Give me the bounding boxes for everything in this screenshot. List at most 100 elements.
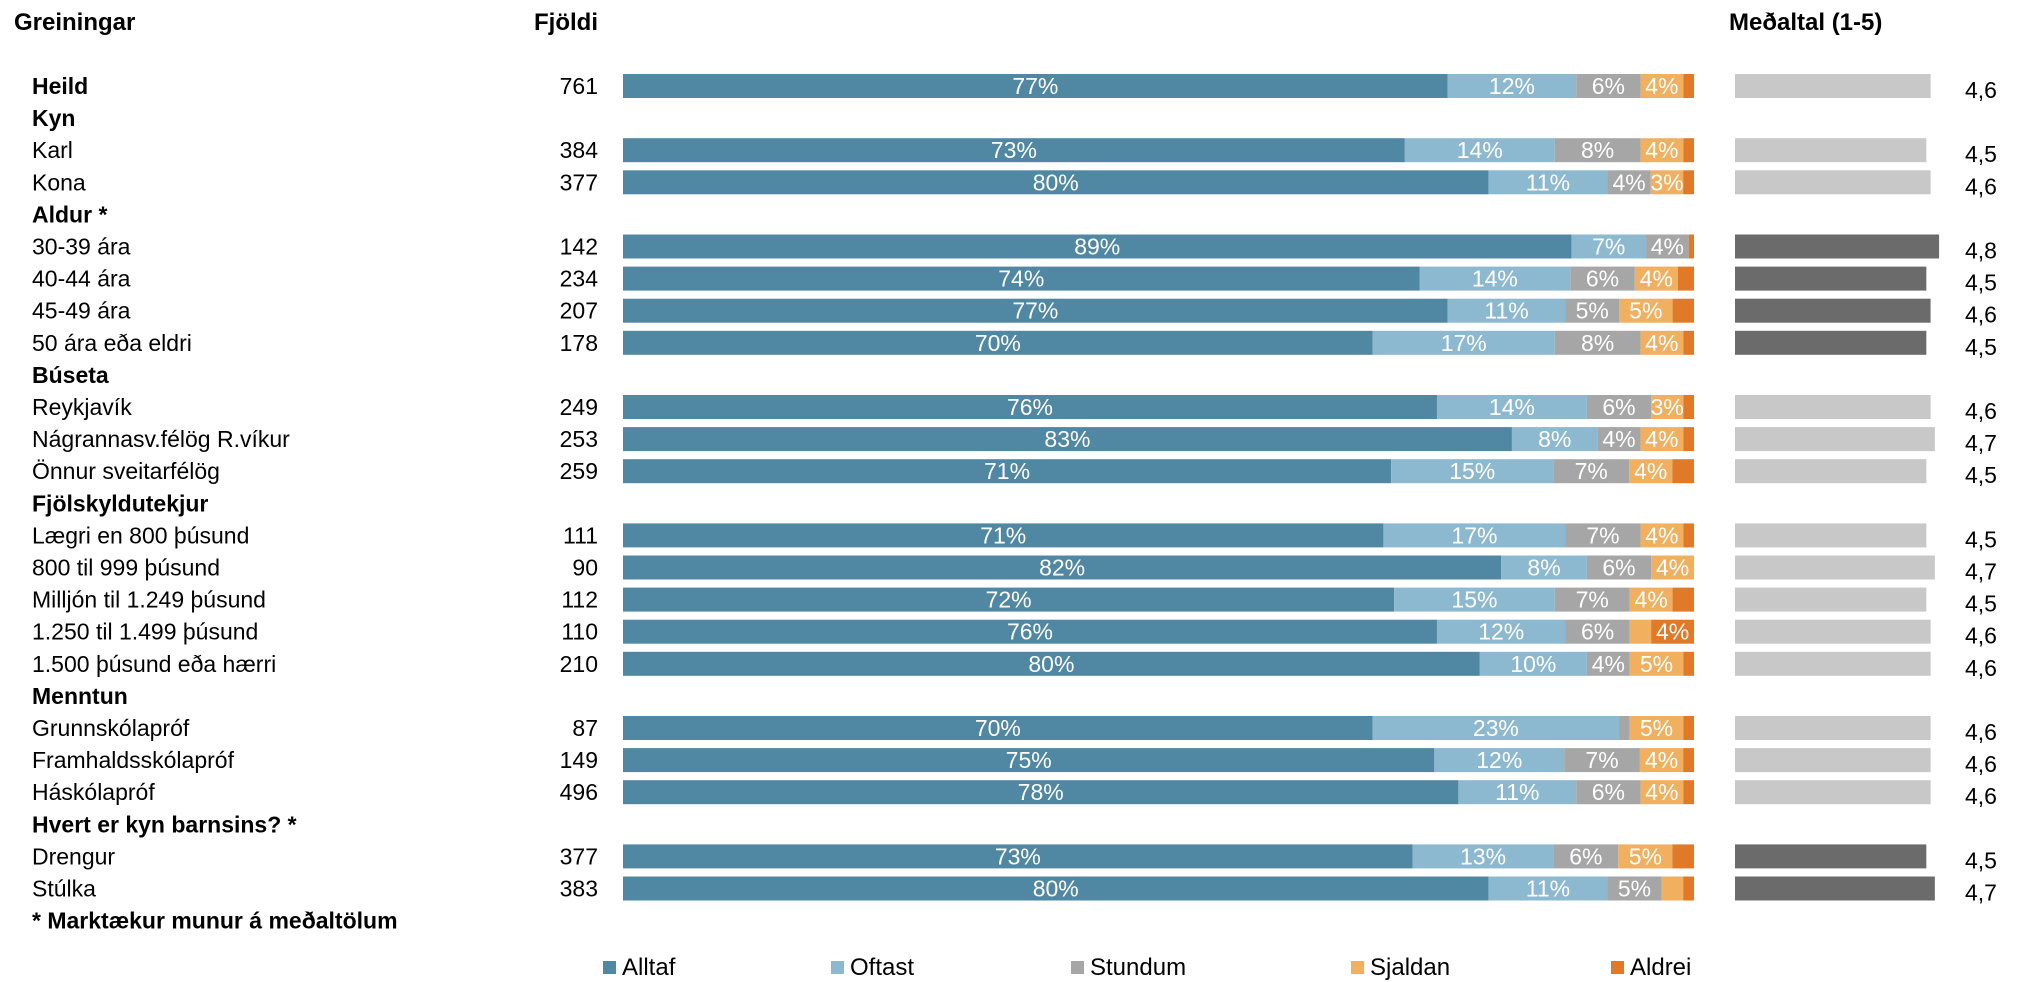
bar-segment-stundum — [1586, 651, 1630, 676]
data-label: 71% — [980, 522, 1026, 548]
bar-segment-oftast — [1479, 651, 1587, 676]
bar-segment-aldrei — [1683, 780, 1694, 805]
bar-segment-aldrei — [1683, 876, 1694, 901]
legend-swatch — [1611, 961, 1624, 974]
bar-segment-sjaldan — [1650, 170, 1684, 195]
bar-segment-sjaldan — [1629, 716, 1684, 740]
legend-entry: Stundum — [1090, 954, 1186, 981]
bar-segment-stundum — [1553, 459, 1630, 484]
data-label: 82% — [1039, 555, 1085, 581]
data-label: 75% — [1006, 747, 1052, 773]
row-count: 112 — [561, 587, 598, 613]
bar-segment-sjaldan — [1629, 587, 1673, 612]
bar-segment-aldrei — [1683, 427, 1694, 452]
data-label: 8% — [1581, 330, 1614, 356]
data-label: 11% — [1495, 779, 1539, 805]
bar-segment-aldrei — [1683, 716, 1694, 740]
mean-label: 4,5 — [1965, 526, 1997, 552]
mean-bar — [1735, 170, 1931, 195]
bar-segment-oftast — [1458, 780, 1577, 805]
data-label: 4% — [1645, 137, 1678, 163]
bar-segment-alltaf — [623, 395, 1437, 419]
bar-segment-sjaldan — [1640, 330, 1684, 355]
data-label: 14% — [1489, 394, 1535, 420]
mean-label: 4,5 — [1965, 591, 1997, 617]
data-label: 6% — [1581, 619, 1614, 645]
data-label: 89% — [1074, 234, 1120, 260]
mean-label: 4,6 — [1965, 783, 1997, 809]
data-label: 17% — [1441, 330, 1487, 356]
row-count: 111 — [563, 522, 598, 548]
row-count: 496 — [560, 779, 598, 805]
mean-label: 4,5 — [1965, 462, 1997, 488]
row-count: 384 — [560, 137, 599, 163]
bar-segment-stundum — [1565, 298, 1620, 323]
row-count: 110 — [561, 619, 598, 645]
group-label: Menntun — [32, 683, 128, 709]
bar-segment-sjaldan — [1619, 298, 1673, 323]
mean-bar — [1735, 844, 1927, 869]
row-count: 377 — [560, 169, 598, 195]
bar-segment-alltaf — [623, 716, 1373, 740]
mean-label: 4,5 — [1965, 141, 1997, 167]
bar-segment-alltaf — [623, 523, 1384, 548]
bar-segment-sjaldan — [1640, 138, 1684, 163]
data-label: 13% — [1460, 843, 1506, 869]
bar-segment-stundum — [1570, 266, 1635, 291]
mean-bar — [1735, 298, 1931, 323]
bar-segment-oftast — [1404, 138, 1555, 163]
bar-segment-alltaf — [623, 138, 1405, 163]
data-label: 12% — [1489, 73, 1535, 99]
bar-segment-stundum — [1554, 138, 1641, 163]
row-label: Önnur sveitarfélög — [32, 458, 220, 484]
bar-segment-alltaf — [623, 459, 1392, 484]
bar-segment-alltaf — [623, 234, 1572, 259]
data-label: 23% — [1473, 715, 1519, 741]
bar-segment-alltaf — [623, 780, 1459, 805]
bar-segment-aldrei — [1688, 234, 1694, 259]
bar-segment-oftast — [1436, 619, 1566, 644]
data-label: 4% — [1645, 779, 1678, 805]
bar-segment-oftast — [1372, 716, 1620, 740]
data-label: 15% — [1449, 458, 1495, 484]
bar-segment-aldrei — [1683, 330, 1694, 355]
data-label: 4% — [1645, 73, 1678, 99]
data-label: 4% — [1635, 587, 1668, 613]
bar-segment-stundum — [1586, 395, 1652, 419]
row-count: 207 — [560, 298, 598, 324]
data-label: 6% — [1586, 266, 1619, 292]
data-label: 78% — [1018, 779, 1064, 805]
mean-label: 4,6 — [1965, 655, 1997, 681]
bar-segment-stundum — [1553, 844, 1619, 869]
data-label: 4% — [1656, 555, 1689, 581]
row-count: 253 — [560, 426, 598, 452]
row-count: 383 — [560, 876, 598, 902]
bar-segment-stundum — [1586, 555, 1652, 580]
data-label: 71% — [984, 458, 1030, 484]
row-count: 377 — [560, 843, 598, 869]
mean-bar — [1735, 780, 1931, 805]
data-label: 10% — [1510, 651, 1556, 677]
row-label: Háskólapróf — [32, 779, 155, 805]
row-label: Nágrannasv.félög R.víkur — [32, 426, 290, 452]
mean-label: 4,6 — [1965, 173, 1997, 199]
group-label: Kyn — [32, 105, 75, 131]
row-label: Stúlka — [32, 876, 96, 902]
bar-segment-oftast — [1391, 459, 1554, 484]
mean-label: 4,7 — [1965, 430, 1997, 456]
data-label: 8% — [1527, 555, 1560, 581]
mean-bar — [1735, 74, 1931, 98]
data-label: 4% — [1592, 651, 1625, 677]
bar-segment-oftast — [1571, 234, 1647, 259]
bar-segment-oftast — [1372, 330, 1555, 355]
bar-segment-sjaldan — [1640, 427, 1684, 452]
bar-segment-oftast — [1412, 844, 1554, 869]
data-label: 4% — [1602, 426, 1635, 452]
header-count: Fjöldi — [534, 9, 598, 36]
data-label: 80% — [1033, 169, 1079, 195]
bar-segment-alltaf — [623, 748, 1435, 773]
mean-label: 4,7 — [1965, 559, 1997, 585]
row-count: 761 — [560, 73, 598, 99]
bar-segment-sjaldan — [1639, 748, 1684, 773]
